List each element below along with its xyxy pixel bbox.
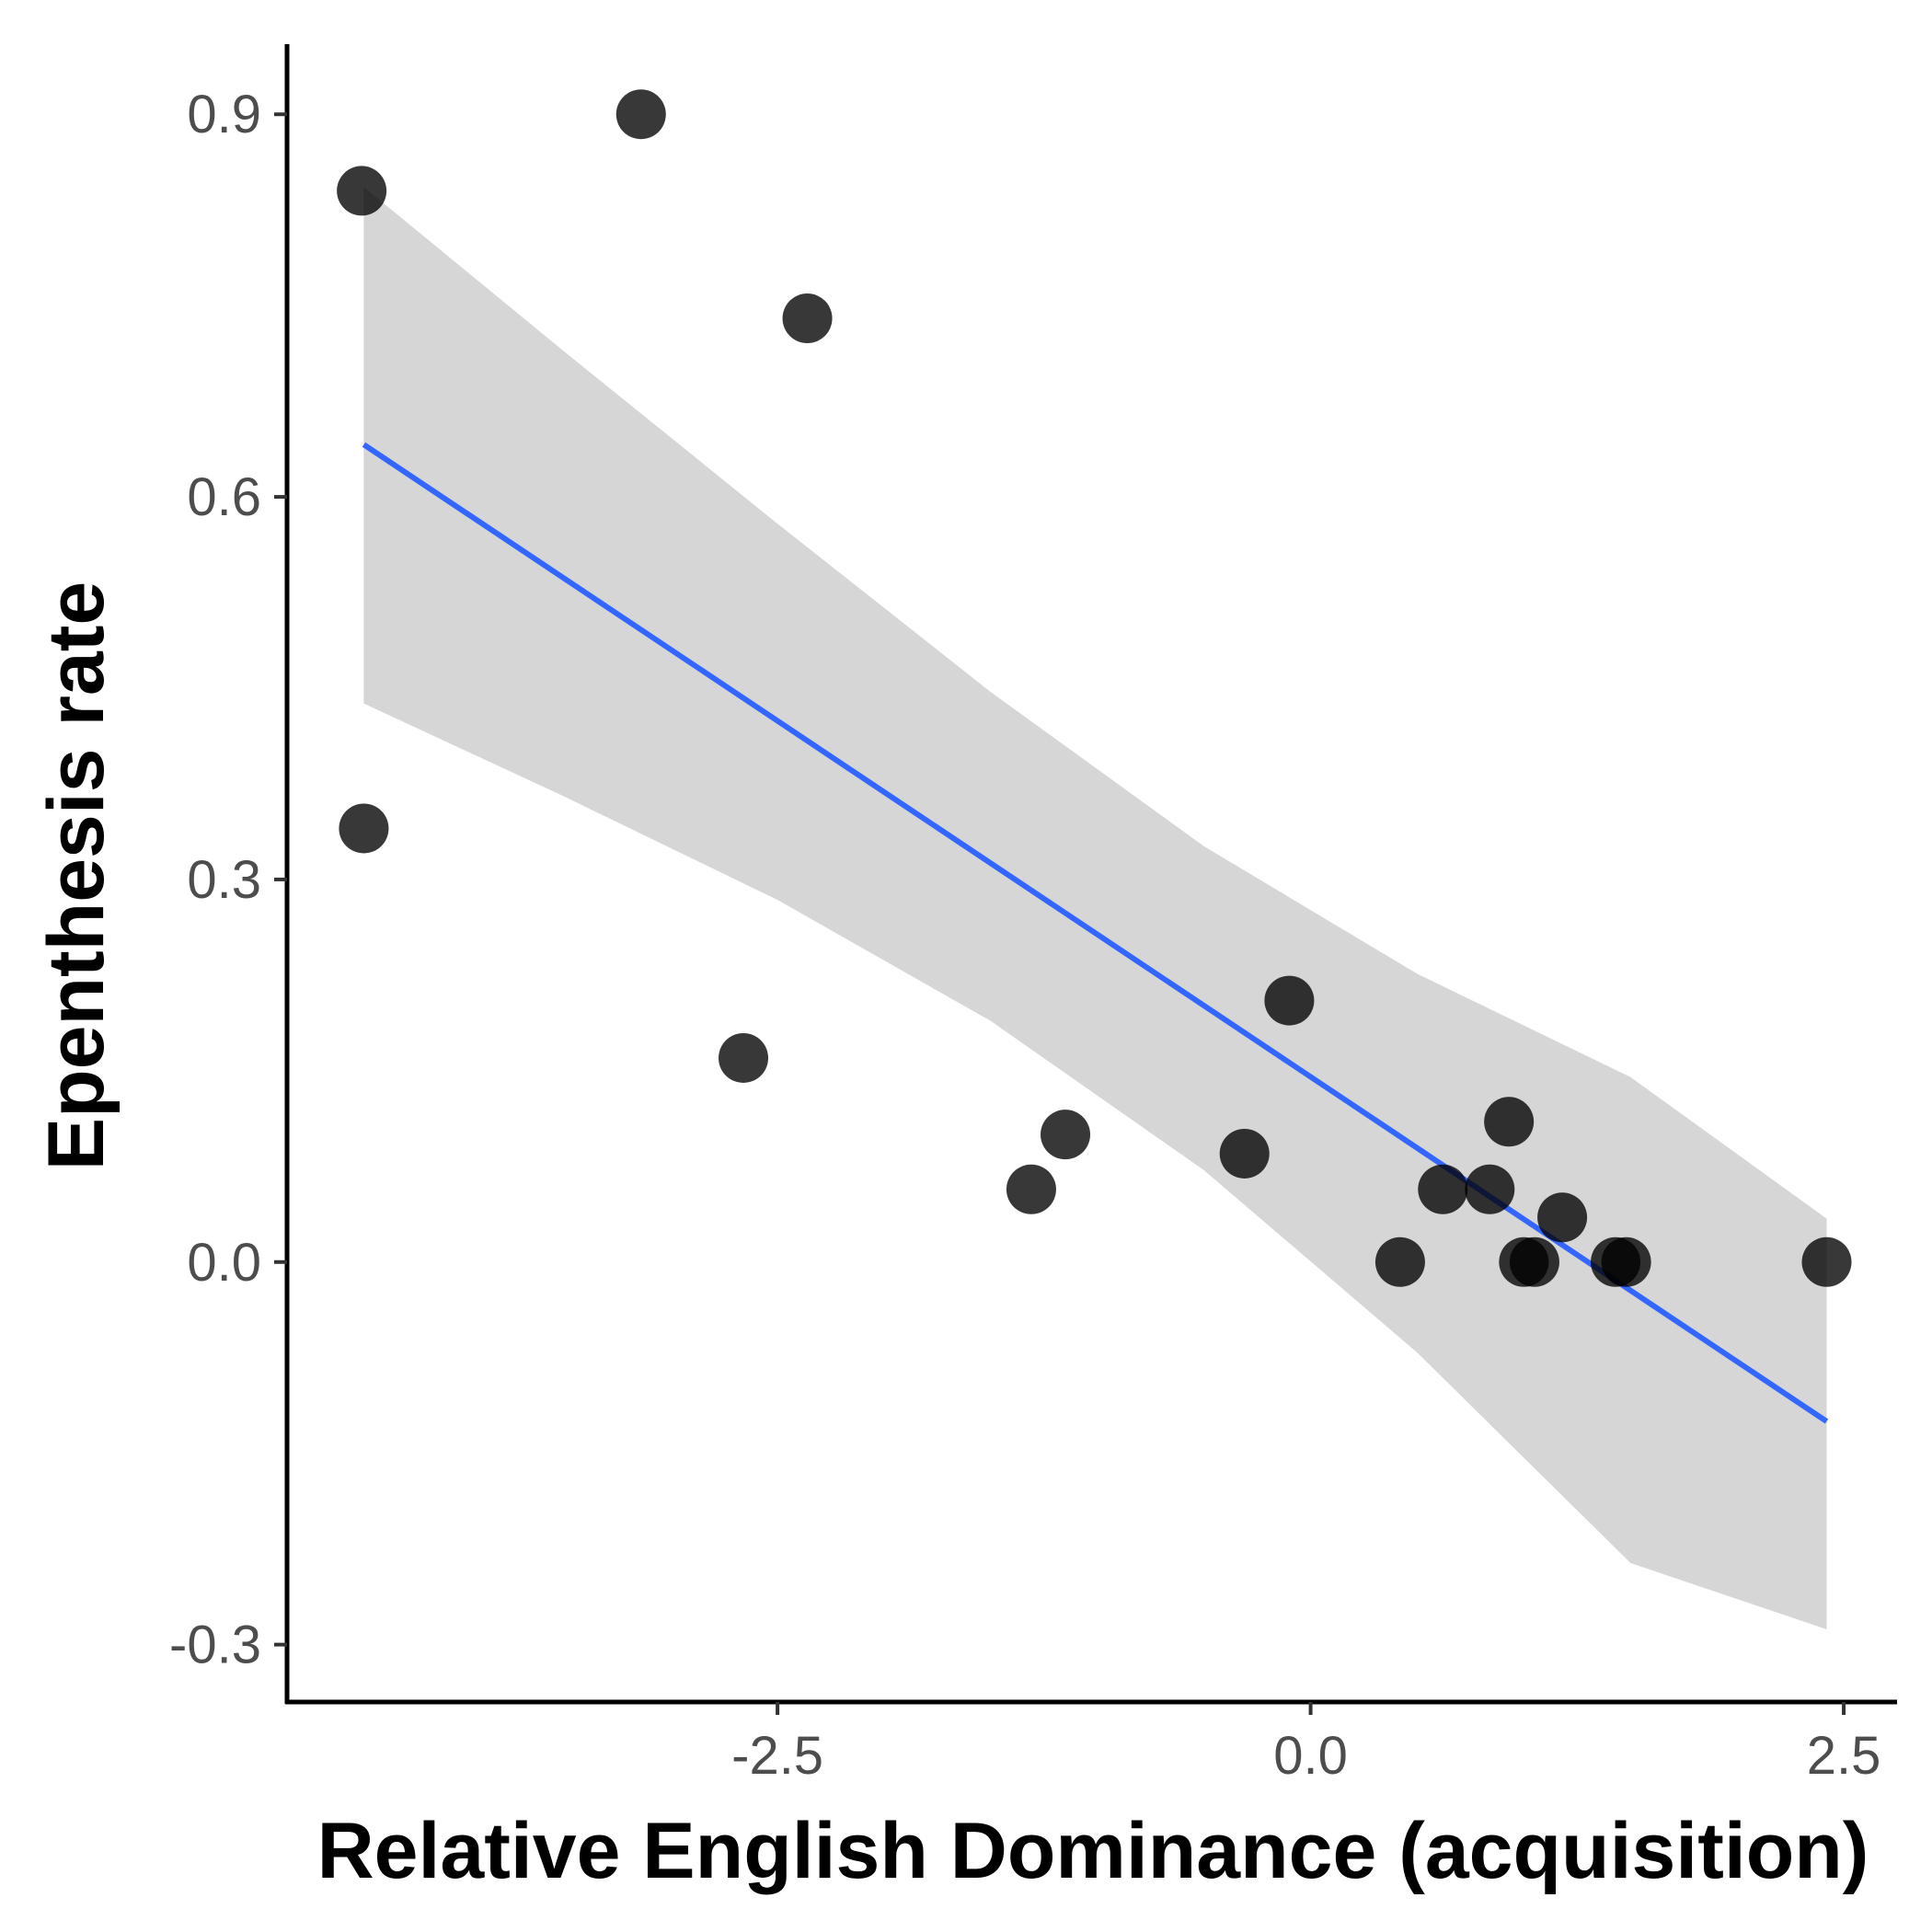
x-tick-label: 0.0	[1273, 1726, 1348, 1786]
y-tick-label: 0.6	[187, 467, 261, 527]
data-point	[1418, 1164, 1468, 1214]
data-point	[1801, 1236, 1852, 1287]
axes-layer	[284, 44, 1897, 1705]
data-point	[719, 1032, 769, 1083]
data-point	[1041, 1110, 1091, 1160]
data-point	[1601, 1236, 1651, 1287]
confidence-band	[363, 187, 1827, 1630]
y-axis-title: Epenthesis rate	[32, 581, 121, 1170]
confidence-band-layer	[363, 187, 1827, 1630]
x-tick-label: -2.5	[731, 1726, 823, 1786]
ticks-layer: -0.3 0.0 0.3 0.6 0.9 -2.5 0.0 2.5	[169, 85, 1880, 1786]
fit-line-layer	[362, 442, 1829, 1424]
data-point	[1219, 1128, 1270, 1179]
regression-line	[362, 442, 1829, 1424]
y-tick-label: 0.0	[187, 1233, 261, 1293]
data-points-layer	[337, 89, 1852, 1287]
data-point	[1374, 1236, 1425, 1287]
data-point	[1484, 1097, 1535, 1147]
x-tick-label: 2.5	[1807, 1726, 1881, 1786]
data-point	[1006, 1164, 1056, 1214]
y-tick-label: -0.3	[169, 1616, 261, 1675]
y-tick-label: 0.9	[187, 85, 261, 144]
data-point	[1509, 1236, 1559, 1287]
data-point	[339, 803, 389, 854]
x-axis-title: Relative English Dominance (acquisition)	[317, 1807, 1869, 1895]
data-point	[337, 166, 387, 216]
data-point	[1537, 1192, 1588, 1243]
data-point	[1465, 1164, 1515, 1214]
data-point	[782, 293, 833, 344]
data-point	[1264, 975, 1315, 1026]
y-tick-label: 0.3	[187, 850, 261, 910]
data-point	[615, 89, 666, 140]
